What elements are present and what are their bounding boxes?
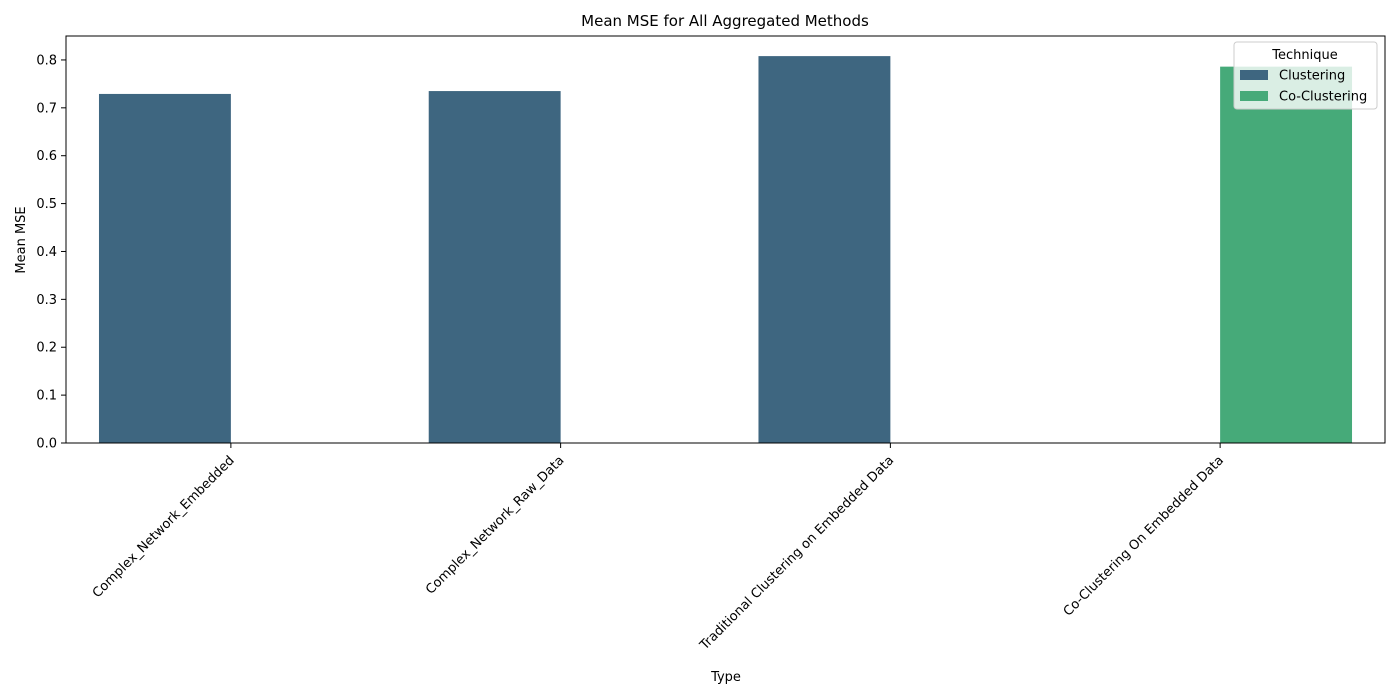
y-tick-label: 0.4 (36, 245, 57, 260)
x-tick-label: Complex_Network_Embedded (90, 453, 238, 601)
y-axis-label: Mean MSE (14, 206, 29, 273)
y-tick-label: 0.5 (36, 197, 57, 212)
bar-clustering-2 (758, 56, 891, 443)
legend-frame (1233, 41, 1378, 110)
x-tick-label: Co-Clustering On Embedded Data (1061, 453, 1227, 619)
y-tick-label: 0.2 (36, 341, 57, 356)
legend-title: Technique (1271, 48, 1337, 63)
bar-clustering-0 (98, 93, 231, 443)
y-tick-label: 0.6 (36, 149, 57, 164)
legend-label-co-clustering: Co-Clustering (1279, 90, 1367, 105)
bar-clustering-1 (428, 91, 561, 444)
legend: Technique Clustering Co-Clustering (1233, 41, 1378, 110)
y-tick-label: 0.1 (36, 389, 57, 404)
x-axis: Complex_Network_Embedded Complex_Network_… (90, 443, 1227, 654)
bar-co-clustering-3 (1220, 66, 1353, 443)
legend-label-clustering: Clustering (1279, 69, 1345, 84)
legend-swatch-clustering (1240, 70, 1268, 80)
legend-swatch-co-clustering (1240, 91, 1268, 101)
bars-layer (98, 56, 1353, 444)
y-axis: 0.0 0.1 0.2 0.3 0.4 0.5 0.6 0.7 0.8 (36, 53, 66, 452)
plot-frame (65, 35, 1386, 444)
y-tick-label: 0.0 (36, 437, 57, 452)
y-tick-label: 0.3 (36, 293, 57, 308)
chart-title: Mean MSE for All Aggregated Methods (581, 12, 869, 30)
x-axis-label: Type (710, 670, 741, 685)
y-tick-label: 0.8 (36, 53, 57, 68)
x-tick-label: Complex_Network_Raw_Data (423, 453, 567, 597)
x-tick-label: Traditional Clustering on Embedded Data (697, 453, 898, 654)
y-tick-label: 0.7 (36, 101, 57, 116)
